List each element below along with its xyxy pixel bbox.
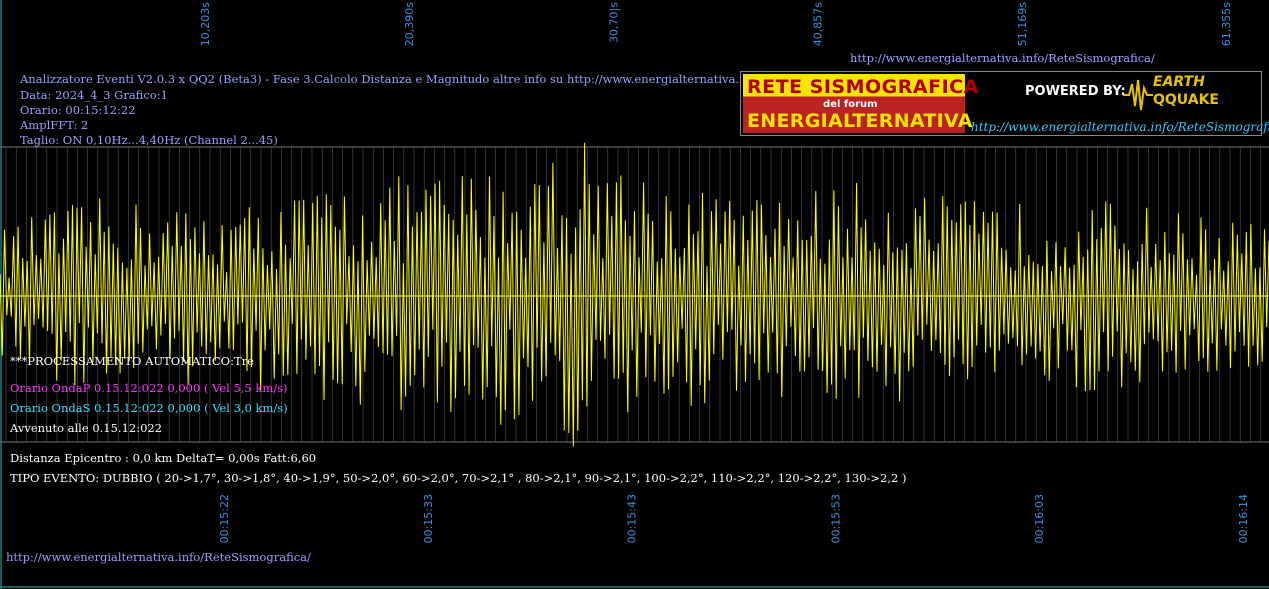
powered-by-label: POWERED BY: <box>1025 84 1126 99</box>
bottom-tick-label: 00:15:53 <box>829 494 842 543</box>
logo-banner <box>743 74 965 133</box>
seismic-trace <box>0 142 1269 447</box>
plot-grid <box>0 146 1269 443</box>
taglio-line: Taglio: ON 0,10Hz...4,40Hz (Channel 2...… <box>20 133 278 147</box>
logo-line1: RETE SISMOGRAFICA <box>747 76 979 98</box>
bottom-tick-label: 00:15:22 <box>218 494 231 543</box>
analyzer-title: Analizzatore Eventi V2.0.3 x QQ2 (Beta3)… <box>20 72 872 86</box>
event-type: TIPO EVENTO: DUBBIO ( 20->1,7°, 30->1,8°… <box>10 471 907 485</box>
epicenter-distance: Distanza Epicentro : 0,0 km DeltaT= 0,00… <box>10 451 317 465</box>
s-wave-time: Orario OndaS 0.15.12:022 0,000 ( Vel 3,0… <box>10 401 288 415</box>
bottom-time-axis: 00:15:22 00:15:33 00:15:43 00:15:53 00:16:03… <box>218 494 1250 543</box>
top-tick-label: 30,70|s <box>607 2 620 43</box>
logo-line3: ENERGIALTERNATIVA <box>747 110 973 132</box>
orario-line: Orario: 00:15:12:22 <box>20 103 136 117</box>
logo-line2: del forum <box>823 99 878 110</box>
p-wave-time: Orario OndaP 0.15.12:022 0,000 ( Vel 5,5… <box>10 381 288 395</box>
network-logo[interactable]: RETE SISMOGRAFICA del forum ENERGIALTERN… <box>740 71 1269 136</box>
logo-url[interactable]: http://www.energialternativa.info/ReteSi… <box>971 120 1269 134</box>
data-line: Data: 2024_4_3 Grafico:1 <box>20 88 168 102</box>
top-tick-label: 51,169s <box>1016 2 1029 46</box>
amplfft-line: AmplFFT: 2 <box>20 118 89 132</box>
brand-line2: QQUAKE <box>1153 92 1219 108</box>
bottom-tick-label: 00:16:03 <box>1033 494 1046 543</box>
brand-line1: EARTH <box>1153 74 1205 90</box>
top-tick-label: 20,390s <box>403 2 416 46</box>
top-tick-label: 61,355s <box>1220 2 1233 46</box>
top-time-axis: 10,203s 20,390s 30,70|s 40,857s 51,169s 61,35… <box>199 2 1233 46</box>
footer-url[interactable]: http://www.energialternativa.info/ReteSi… <box>6 550 311 564</box>
processing-status: ***PROCESSAMENTO AUTOMATICO:Tre <box>10 354 254 368</box>
top-tick-label: 40,857s <box>812 2 825 46</box>
bottom-tick-label: 00:15:43 <box>626 494 639 543</box>
bottom-tick-label: 00:16:14 <box>1237 494 1250 543</box>
bottom-tick-label: 00:15:33 <box>422 494 435 543</box>
top-url[interactable]: http://www.energialternativa.info/ReteSi… <box>850 51 1155 65</box>
seismic-wave-icon <box>1123 79 1153 111</box>
trace-layer <box>0 142 1269 447</box>
top-tick-label: 10,203s <box>199 2 212 46</box>
event-time: Avvenuto alle 0.15.12:022 <box>10 421 163 435</box>
